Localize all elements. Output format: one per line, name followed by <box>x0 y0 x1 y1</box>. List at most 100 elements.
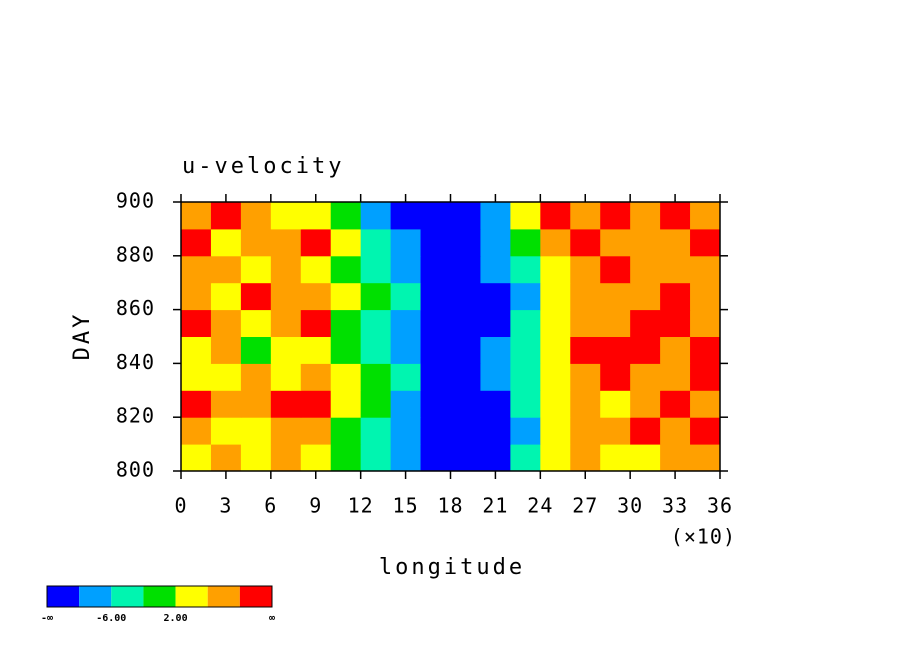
colorbar-box <box>207 586 240 607</box>
contour-cell <box>270 363 302 391</box>
contour-cell <box>450 444 481 472</box>
contour-cell <box>450 228 481 257</box>
contour-cell <box>480 282 511 311</box>
contour-cell <box>270 309 302 337</box>
contour-cell <box>600 309 631 337</box>
contour-cell <box>240 202 272 230</box>
contour-cell <box>360 282 392 311</box>
contour-cell <box>600 390 631 418</box>
contour-cell <box>600 336 631 364</box>
contour-cell <box>181 228 212 257</box>
contour-cell <box>210 202 242 230</box>
contour-cell <box>630 282 661 311</box>
contour-cell <box>540 444 571 472</box>
contour-cell <box>390 255 422 284</box>
contour-cell <box>360 309 392 337</box>
contour-cell <box>390 444 422 472</box>
contour-cell <box>300 417 332 445</box>
colorbar-label: ∞ <box>269 613 275 624</box>
contour-cell <box>510 255 541 284</box>
contour-cell <box>240 336 272 364</box>
contour-cell <box>600 417 631 445</box>
contour-cell <box>630 336 661 364</box>
contour-cell <box>360 390 392 418</box>
x-axis-label: longitude <box>379 555 525 580</box>
contour-cell <box>330 282 362 311</box>
contour-cell <box>300 282 332 311</box>
colorbar-box <box>239 586 272 607</box>
x-tick-label: 0 <box>174 494 187 518</box>
contour-cell <box>570 444 601 472</box>
contour-cell <box>420 255 451 284</box>
contour-cell <box>300 228 332 257</box>
contour-cell <box>330 417 362 445</box>
contour-cell <box>390 202 422 230</box>
chart-title: u-velocity <box>182 154 344 179</box>
contour-cell <box>630 444 661 472</box>
y-tick-label: 840 <box>116 350 155 374</box>
contour-cell <box>210 417 242 445</box>
contour-cell <box>390 417 422 445</box>
contour-cell <box>270 255 302 284</box>
contour-cell <box>660 417 691 445</box>
contour-cell <box>270 202 302 230</box>
contour-cell <box>570 336 601 364</box>
contour-cell <box>600 255 631 284</box>
y-tick-label: 860 <box>116 296 155 320</box>
contour-cell <box>210 255 242 284</box>
contour-cell <box>660 363 691 391</box>
x-tick-label: 24 <box>527 494 553 518</box>
contour-cell <box>420 444 451 472</box>
colorbar-box <box>79 586 112 607</box>
contour-cell <box>690 417 721 445</box>
contour-cell <box>300 390 332 418</box>
contour-cell <box>690 228 721 257</box>
contour-cell <box>240 309 272 337</box>
contour-cell <box>420 282 451 311</box>
contour-cell <box>450 282 481 311</box>
contour-cell <box>330 336 362 364</box>
contour-cell <box>450 363 481 391</box>
colorbar-label: 2.00 <box>164 613 188 624</box>
contour-cell <box>510 309 541 337</box>
contour-cell <box>360 444 392 472</box>
x-tick-label: 15 <box>393 494 419 518</box>
contour-cell <box>210 228 242 257</box>
x-tick-label: 3 <box>219 494 232 518</box>
contour-cell <box>480 255 511 284</box>
contour-cell <box>600 282 631 311</box>
contour-cell <box>181 417 212 445</box>
contour-cell <box>450 202 481 230</box>
y-tick-label: 900 <box>116 189 155 213</box>
contour-cell <box>240 228 272 257</box>
contour-cell <box>210 363 242 391</box>
contour-cell <box>600 228 631 257</box>
contour-cell <box>630 417 661 445</box>
x-tick-label: 36 <box>707 494 733 518</box>
contour-cell <box>630 309 661 337</box>
contour-cell <box>181 390 212 418</box>
contour-cell <box>240 282 272 311</box>
contour-cell <box>540 417 571 445</box>
colorbar-label: -∞ <box>41 613 53 624</box>
colorbar-label: -6.00 <box>96 613 126 624</box>
contour-cell <box>690 202 721 230</box>
contour-cell <box>420 336 451 364</box>
x-tick-label: 30 <box>617 494 643 518</box>
contour-cell <box>450 309 481 337</box>
contour-cell <box>510 336 541 364</box>
y-tick-label: 800 <box>116 458 155 482</box>
contour-cell <box>390 336 422 364</box>
contour-cell <box>570 202 601 230</box>
contour-cell <box>420 228 451 257</box>
contour-cell <box>300 309 332 337</box>
contour-cell <box>690 336 721 364</box>
contour-cell <box>480 336 511 364</box>
x-tick-label: 9 <box>309 494 322 518</box>
colorbar-box <box>111 586 144 607</box>
contour-cell <box>510 390 541 418</box>
contour-cell <box>660 444 691 472</box>
contour-cell <box>240 444 272 472</box>
contour-cell <box>600 444 631 472</box>
